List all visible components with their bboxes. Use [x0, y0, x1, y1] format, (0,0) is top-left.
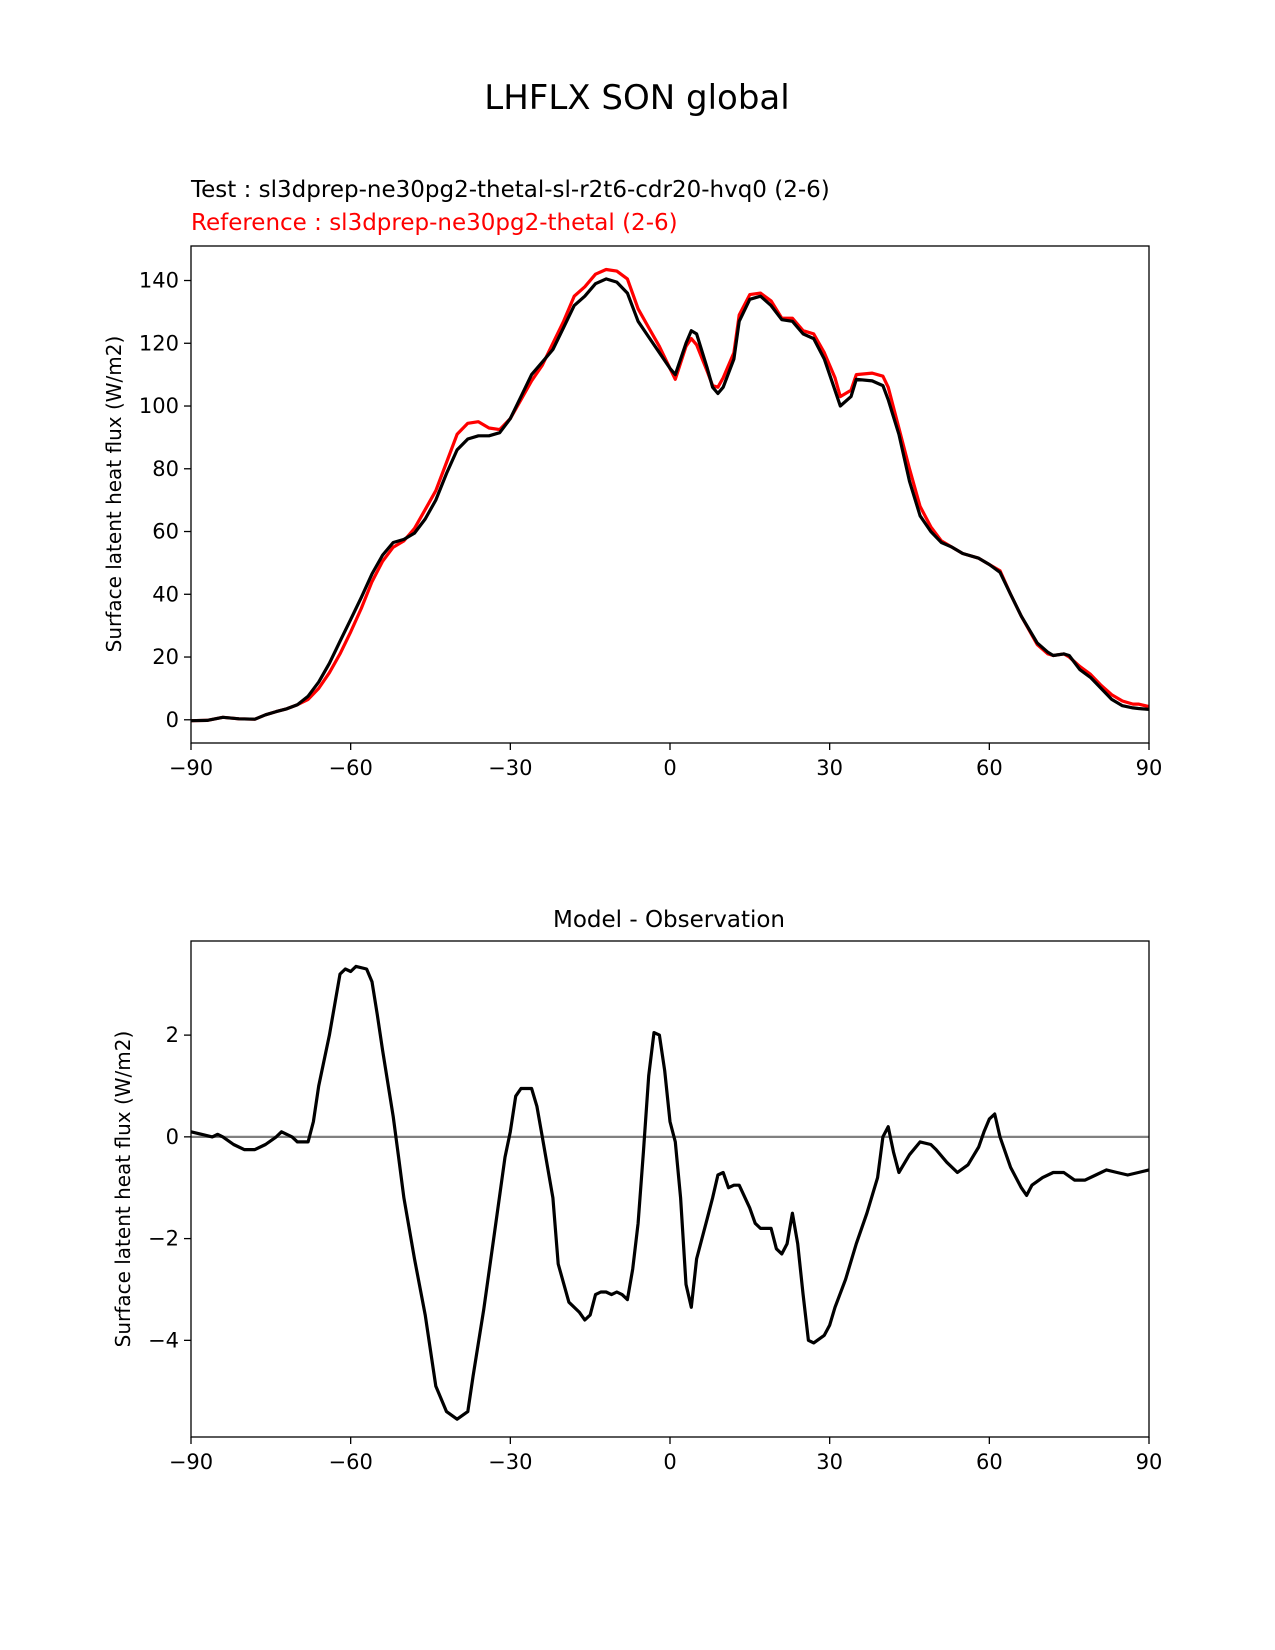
y-tick-label: 140 [139, 269, 179, 293]
reference-legend-label: Reference : sl3dprep-ne30pg2-thetal (2-6… [191, 210, 678, 236]
x-tick-label: 60 [976, 1450, 1003, 1474]
x-tick-label: 0 [663, 1450, 676, 1474]
series-line-model-observation [190, 964, 1150, 1421]
x-tick-label: 90 [1136, 756, 1163, 780]
y-tick-label: 120 [139, 331, 179, 355]
y-tick-label: 0 [166, 1125, 179, 1149]
plot-frame [190, 245, 1150, 744]
y-tick-label: 100 [139, 394, 179, 418]
x-tick-label: −30 [488, 1450, 532, 1474]
y-axis-label: Surface latent heat flux (W/m2) [111, 1031, 135, 1348]
plot-frame [190, 940, 1150, 1438]
y-tick-label: 20 [152, 645, 179, 669]
x-tick-label: 90 [1136, 1450, 1163, 1474]
x-tick-label: −60 [329, 1450, 373, 1474]
x-tick-label: −30 [488, 756, 532, 780]
y-tick-label: 60 [152, 520, 179, 544]
x-tick-label: −60 [329, 756, 373, 780]
figure-title: LHFLX SON global [484, 78, 789, 118]
x-tick-label: 30 [816, 1450, 843, 1474]
x-tick-label: −90 [169, 1450, 213, 1474]
y-axis-label: Surface latent heat flux (W/m2) [102, 336, 126, 653]
test-legend-label: Test : sl3dprep-ne30pg2-thetal-sl-r2t6-c… [190, 177, 830, 203]
x-tick-label: 0 [663, 756, 676, 780]
x-tick-label: 60 [976, 756, 1003, 780]
series-line-test [190, 277, 1150, 723]
x-tick-label: −90 [169, 756, 213, 780]
latitude-profile-panel: Test : sl3dprep-ne30pg2-thetal-sl-r2t6-c… [102, 177, 1162, 780]
y-tick-label: 2 [166, 1023, 179, 1047]
y-tick-label: 0 [166, 708, 179, 732]
y-tick-label: 80 [152, 457, 179, 481]
difference-panel: Model - Observation −90 −60 −30 0 30 60 90 −4 −2… [111, 907, 1162, 1474]
y-tick-label: −2 [148, 1227, 179, 1251]
y-tick-label: −4 [148, 1328, 179, 1352]
x-tick-label: 30 [816, 756, 843, 780]
difference-title: Model - Observation [553, 907, 785, 933]
y-tick-label: 40 [152, 582, 179, 606]
